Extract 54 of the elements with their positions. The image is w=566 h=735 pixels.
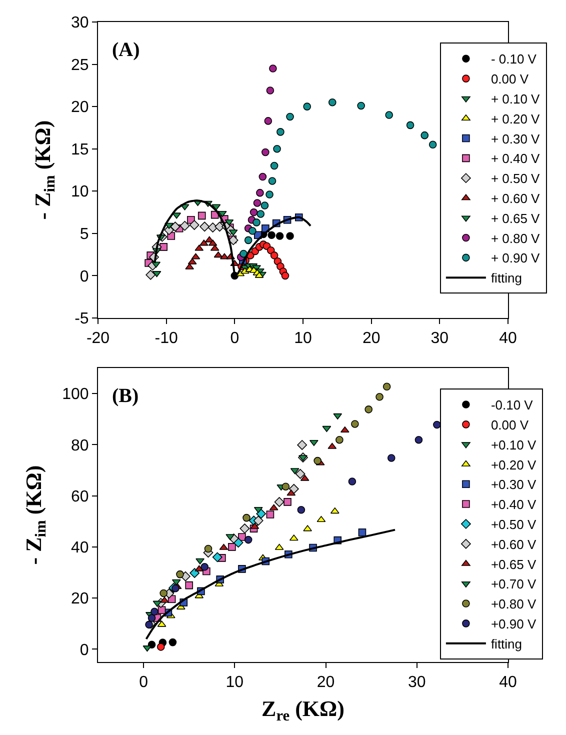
x-tick-label: -20 bbox=[86, 330, 110, 348]
y-tick-label: 80 bbox=[71, 437, 89, 454]
y-tick-label: 5 bbox=[80, 226, 89, 244]
legend-label: 0.00 V bbox=[490, 72, 529, 87]
legend-label: fitting bbox=[490, 270, 522, 286]
legend-label: + 0.90 V bbox=[490, 250, 540, 266]
legend-label: -0.10 V bbox=[490, 398, 534, 413]
legend-label: fitting bbox=[490, 636, 522, 652]
y-tick-label: 60 bbox=[71, 488, 89, 506]
y-tick-label: -5 bbox=[74, 310, 89, 328]
legend-label: +0.50 V bbox=[490, 517, 536, 532]
legend-label: +0.20 V bbox=[490, 457, 536, 472]
legend-label: +0.80 V bbox=[490, 596, 536, 612]
y-tick-label: 40 bbox=[71, 540, 89, 557]
y-tick-label: 20 bbox=[71, 99, 89, 116]
y-tick-label: 30 bbox=[71, 14, 89, 32]
y-tick-label: 100 bbox=[62, 386, 89, 404]
legend-label: +0.40 V bbox=[490, 497, 536, 512]
legend-label: + 0.80 V bbox=[490, 230, 540, 246]
y-tick-label: 25 bbox=[71, 56, 89, 74]
y-tick-label: 10 bbox=[71, 184, 89, 201]
y-tick-label: 0 bbox=[80, 642, 89, 659]
legend-label: + 0.50 V bbox=[490, 171, 540, 186]
legend-label: + 0.30 V bbox=[490, 131, 540, 146]
y-tick-label: 15 bbox=[71, 141, 89, 158]
y-tick-label: 0 bbox=[80, 268, 89, 286]
legend-label: + 0.10 V bbox=[490, 92, 540, 107]
legend-label: + 0.40 V bbox=[490, 151, 540, 166]
legend-label: + 0.65 V bbox=[490, 210, 540, 226]
legend-label: - 0.10 V bbox=[490, 52, 537, 67]
x-tick-label: -10 bbox=[154, 330, 178, 348]
x-tick-label: 0 bbox=[230, 330, 240, 348]
x-axis-title: Z$_{re}$ (KΩ) bbox=[262, 696, 344, 725]
x-tick-label: 10 bbox=[226, 674, 244, 692]
x-tick-label: 20 bbox=[362, 330, 380, 348]
x-tick-label: 40 bbox=[499, 330, 517, 348]
legend-label: +0.60 V bbox=[490, 536, 536, 552]
y-tick-label: 20 bbox=[71, 590, 89, 608]
x-tick-label: 20 bbox=[316, 674, 335, 692]
x-tick-label: 40 bbox=[499, 674, 517, 692]
x-tick-label: 30 bbox=[430, 330, 449, 348]
legend-label: +0.70 V bbox=[490, 576, 536, 592]
legend-label: 0.00 V bbox=[490, 418, 529, 432]
legend-label: +0.65 V bbox=[490, 556, 536, 572]
text: (B) bbox=[112, 385, 139, 407]
legend-label: +0.90 V bbox=[490, 616, 536, 632]
x-tick-label: 10 bbox=[294, 330, 312, 348]
legend-label: + 0.60 V bbox=[490, 191, 540, 206]
legend-label: + 0.20 V bbox=[490, 111, 540, 126]
x-tick-label: 0 bbox=[139, 674, 148, 692]
text: (A) bbox=[112, 39, 140, 61]
legend-label: +0.10 V bbox=[490, 437, 536, 452]
legend-label: +0.30 V bbox=[490, 477, 536, 492]
x-tick-label: 30 bbox=[408, 674, 426, 692]
